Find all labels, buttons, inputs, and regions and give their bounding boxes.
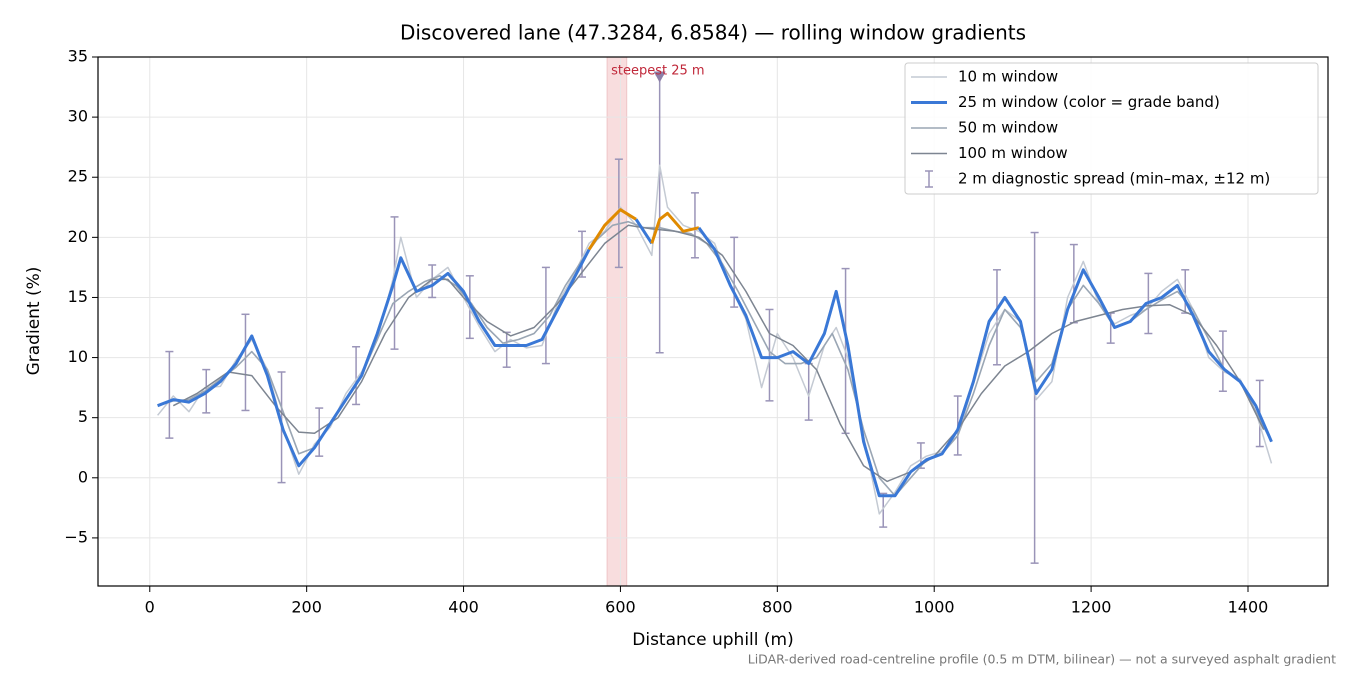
x-tick-label: 0 — [145, 598, 155, 617]
x-tick-label: 200 — [291, 598, 322, 617]
y-tick-label: 5 — [78, 407, 88, 426]
y-tick-label: 15 — [68, 287, 88, 306]
legend-label: 25 m window (color = grade band) — [958, 93, 1220, 111]
x-tick-label: 1400 — [1228, 598, 1269, 617]
legend-label: 50 m window — [958, 119, 1058, 137]
y-axis-label: Gradient (%) — [24, 267, 44, 376]
peak-marker — [653, 71, 666, 83]
x-tick-label: 1000 — [914, 598, 955, 617]
y-tick-label: −5 — [64, 527, 88, 546]
series-line — [587, 208, 637, 251]
y-tick-label: 10 — [68, 347, 88, 366]
series-line — [157, 248, 591, 468]
highlight-label: steepest 25 m — [611, 64, 704, 79]
plot-frame — [97, 56, 1329, 587]
x-tick-label: 400 — [448, 598, 479, 617]
series-line — [650, 211, 700, 244]
x-tick-label: 600 — [605, 598, 636, 617]
legend-label: 10 m window — [958, 68, 1058, 86]
y-tick-label: 35 — [68, 47, 88, 66]
legend-label: 100 m window — [958, 144, 1068, 162]
y-tick-label: 0 — [78, 467, 88, 486]
series-line — [634, 218, 654, 245]
legend-box — [904, 62, 1319, 195]
x-tick-label: 1200 — [1071, 598, 1112, 617]
footnote: LiDAR-derived road-centreline profile (0… — [748, 652, 1336, 667]
highlight-band — [606, 56, 628, 587]
series-line — [697, 226, 1273, 498]
y-tick-label: 25 — [68, 167, 88, 186]
x-tick-label: 800 — [762, 598, 793, 617]
y-tick-label: 30 — [68, 107, 88, 126]
chart-title: Discovered lane (47.3284, 6.8584) — roll… — [400, 21, 1026, 45]
x-axis-label: Distance uphill (m) — [632, 630, 793, 650]
legend-label: 2 m diagnostic spread (min–max, ±12 m) — [958, 170, 1270, 188]
y-tick-label: 20 — [68, 227, 88, 246]
